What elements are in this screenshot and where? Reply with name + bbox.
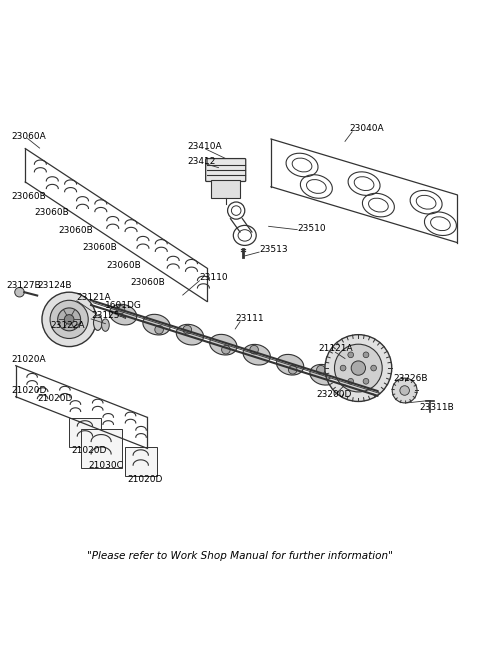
Circle shape (15, 288, 24, 297)
Circle shape (400, 386, 409, 395)
Circle shape (335, 345, 382, 392)
Text: 21030C: 21030C (88, 461, 123, 470)
Circle shape (355, 386, 364, 394)
Text: 23125: 23125 (91, 311, 120, 320)
Ellipse shape (310, 364, 337, 385)
Text: 21121A: 21121A (319, 345, 353, 353)
Circle shape (340, 365, 346, 371)
Text: 23127B: 23127B (6, 282, 41, 290)
Circle shape (222, 345, 230, 354)
Circle shape (42, 292, 96, 346)
Ellipse shape (143, 314, 170, 335)
Text: 23200D: 23200D (316, 390, 352, 399)
Text: 23060B: 23060B (107, 261, 141, 270)
Text: 21020D: 21020D (37, 394, 72, 403)
Ellipse shape (276, 354, 304, 375)
Circle shape (58, 308, 81, 331)
Text: 21020D: 21020D (127, 475, 163, 483)
Text: 23412: 23412 (188, 157, 216, 166)
Circle shape (363, 352, 369, 358)
Text: 23111: 23111 (235, 314, 264, 324)
Text: 23060A: 23060A (11, 132, 46, 141)
Circle shape (250, 345, 258, 354)
Text: "Please refer to Work Shop Manual for further information": "Please refer to Work Shop Manual for fu… (87, 551, 393, 561)
Text: 23311B: 23311B (419, 403, 454, 411)
Text: 21020A: 21020A (11, 355, 46, 364)
Ellipse shape (94, 315, 102, 330)
Circle shape (183, 326, 192, 334)
Circle shape (317, 365, 325, 374)
Circle shape (155, 326, 163, 334)
Text: 23060B: 23060B (130, 278, 165, 286)
Ellipse shape (210, 334, 237, 355)
FancyBboxPatch shape (81, 428, 121, 468)
Circle shape (325, 335, 392, 402)
Text: 23121A: 23121A (77, 293, 111, 302)
Ellipse shape (343, 375, 371, 395)
Circle shape (64, 314, 74, 324)
Text: 23410A: 23410A (188, 141, 222, 151)
Circle shape (348, 352, 354, 358)
Text: 23060B: 23060B (59, 226, 94, 235)
Text: 23122A: 23122A (50, 320, 84, 329)
FancyBboxPatch shape (69, 418, 101, 447)
Circle shape (392, 378, 417, 403)
Circle shape (348, 379, 354, 384)
Text: 23060B: 23060B (83, 243, 117, 252)
Text: 21020D: 21020D (11, 386, 46, 396)
Text: 23110: 23110 (199, 272, 228, 282)
Text: 23510: 23510 (297, 224, 326, 233)
FancyBboxPatch shape (124, 447, 157, 476)
Circle shape (288, 365, 297, 374)
Text: 21020D: 21020D (72, 445, 107, 455)
FancyBboxPatch shape (205, 159, 246, 181)
Text: 23060B: 23060B (11, 192, 46, 200)
Text: 23124B: 23124B (37, 282, 72, 290)
Bar (211, 179, 240, 198)
Text: 23226B: 23226B (394, 374, 428, 383)
Circle shape (363, 379, 369, 384)
Text: 23060B: 23060B (35, 208, 70, 217)
Text: 23513: 23513 (259, 245, 288, 254)
Text: 23040A: 23040A (350, 124, 384, 133)
Ellipse shape (109, 305, 137, 325)
Circle shape (50, 300, 88, 339)
Circle shape (116, 305, 125, 314)
Ellipse shape (102, 319, 109, 331)
Circle shape (371, 365, 376, 371)
Ellipse shape (176, 324, 204, 345)
Circle shape (351, 361, 365, 375)
Ellipse shape (243, 345, 270, 365)
Text: 1601DG: 1601DG (106, 301, 142, 310)
